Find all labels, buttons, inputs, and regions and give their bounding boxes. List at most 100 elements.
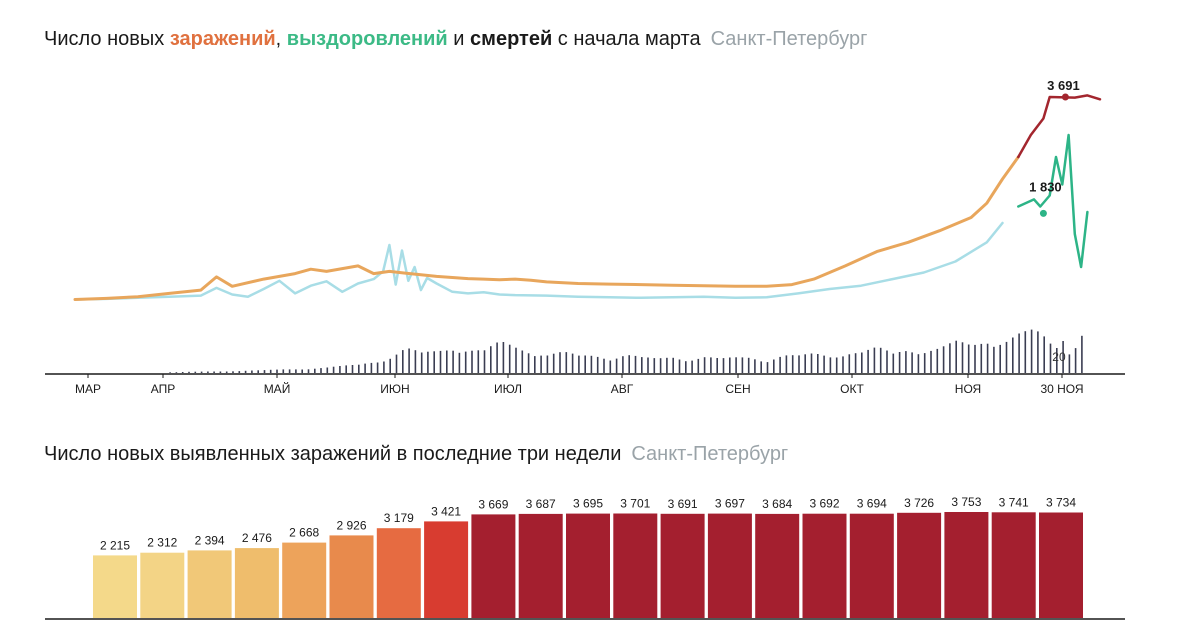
deaths-bar	[345, 365, 347, 373]
x-tick-label: АВГ	[611, 382, 634, 396]
deaths-bar	[993, 346, 995, 373]
deaths-bar	[207, 371, 209, 373]
deaths-bar	[609, 360, 612, 373]
daily-bar	[991, 512, 1036, 618]
deaths-bar	[1012, 337, 1014, 373]
x-tick-label: ИЮЛ	[494, 382, 522, 396]
deaths-bar	[861, 352, 863, 373]
deaths-bar	[703, 357, 706, 373]
deaths-bar	[521, 350, 524, 373]
deaths-bar	[949, 343, 951, 373]
deaths-bar	[892, 353, 895, 373]
deaths-bar	[697, 358, 700, 373]
deaths-bar	[905, 351, 907, 373]
deaths-bar	[923, 353, 926, 373]
deaths-bar	[351, 365, 354, 373]
deaths-bar	[835, 357, 838, 373]
x-tick-label: ОКТ	[840, 382, 864, 396]
bar-value-label: 3 692	[809, 497, 839, 511]
deaths-bar	[1037, 331, 1039, 373]
deaths-bar	[842, 356, 844, 373]
deaths-bar	[527, 353, 530, 373]
deaths-bar	[383, 361, 385, 373]
deaths-bar	[584, 355, 586, 373]
deaths-bar	[578, 355, 580, 373]
deaths-bar	[930, 350, 932, 373]
deaths-bar	[332, 366, 335, 373]
x-tick-label: СЕН	[725, 382, 750, 396]
deaths-bar	[571, 353, 574, 373]
x-tick-label: ИЮН	[380, 382, 409, 396]
deaths-bar	[980, 343, 983, 373]
deaths-bar	[439, 350, 442, 373]
deaths-bar	[464, 351, 467, 373]
deaths-bar	[1030, 329, 1033, 373]
deaths-bar	[427, 351, 429, 373]
deaths-bar	[276, 369, 278, 373]
deaths-bar	[534, 356, 536, 373]
deaths-bar	[647, 357, 649, 373]
chart-title-top: Число новых заражений, выздоровлений и с…	[44, 28, 867, 51]
daily-bar	[234, 548, 279, 618]
deaths-bar	[483, 350, 486, 373]
title-recoveries: выздоровлений	[286, 28, 448, 50]
deaths-bar	[672, 357, 674, 373]
deaths-bar	[823, 355, 825, 373]
deaths-bar	[326, 367, 329, 373]
deaths-bar	[364, 363, 366, 373]
deaths-bar	[395, 354, 398, 373]
x-tick-label: 30 НОЯ	[1040, 382, 1083, 396]
deaths-bar	[320, 368, 322, 373]
recoveries-annotation: 1 830	[1029, 179, 1062, 194]
deaths-bar	[358, 364, 360, 373]
x-tick-label: АПР	[151, 382, 176, 396]
daily-bar	[93, 555, 137, 618]
deaths-bar	[408, 348, 410, 373]
deaths-bar	[1068, 354, 1071, 373]
title-deaths: смертей	[470, 28, 553, 50]
deaths-bar	[804, 354, 806, 373]
deaths-bar	[942, 346, 945, 373]
bar-value-label: 2 215	[100, 538, 130, 552]
deaths-bar	[181, 372, 184, 373]
deaths-bar	[810, 353, 813, 373]
title-infections: заражений	[169, 28, 276, 50]
deaths-bar	[1049, 343, 1052, 373]
recoveries-marker	[1039, 209, 1047, 217]
deaths-bar	[295, 369, 297, 373]
deaths-bar	[798, 355, 800, 373]
infections-marker	[1061, 93, 1069, 101]
daily-bar	[755, 513, 800, 618]
daily-bar	[376, 528, 421, 618]
deaths-bar	[917, 354, 920, 373]
bar-value-label: 3 421	[431, 504, 461, 518]
deaths-bar	[269, 369, 272, 373]
deaths-bar	[420, 352, 423, 373]
deaths-bar	[791, 355, 794, 373]
deaths-bar	[854, 353, 857, 373]
deaths-bar	[565, 352, 568, 373]
daily-bar	[518, 513, 563, 618]
daily-bar	[1039, 512, 1083, 618]
deaths-bar	[225, 371, 228, 373]
daily-bar	[140, 552, 185, 618]
deaths-bar	[685, 361, 687, 373]
deaths-bar	[389, 358, 391, 373]
title-bottom-text: Число новых выявленных заражений в после…	[44, 443, 622, 465]
deaths-bar	[760, 361, 762, 373]
x-tick-label: МАР	[75, 382, 101, 396]
deaths-bar	[200, 371, 203, 373]
infections-line	[73, 155, 1020, 301]
deaths-bar	[886, 350, 888, 373]
deaths-bar	[1062, 341, 1064, 373]
daily-bar	[282, 542, 327, 618]
deaths-bar	[716, 358, 718, 373]
deaths-bar	[1056, 348, 1058, 373]
deaths-bar	[508, 344, 511, 373]
deaths-bar	[634, 355, 637, 373]
deaths-annotation: 20	[1052, 350, 1066, 364]
deaths-bar	[471, 350, 473, 373]
deaths-bar	[1024, 331, 1027, 373]
daily-bar	[802, 513, 847, 618]
deaths-bar	[288, 369, 291, 373]
